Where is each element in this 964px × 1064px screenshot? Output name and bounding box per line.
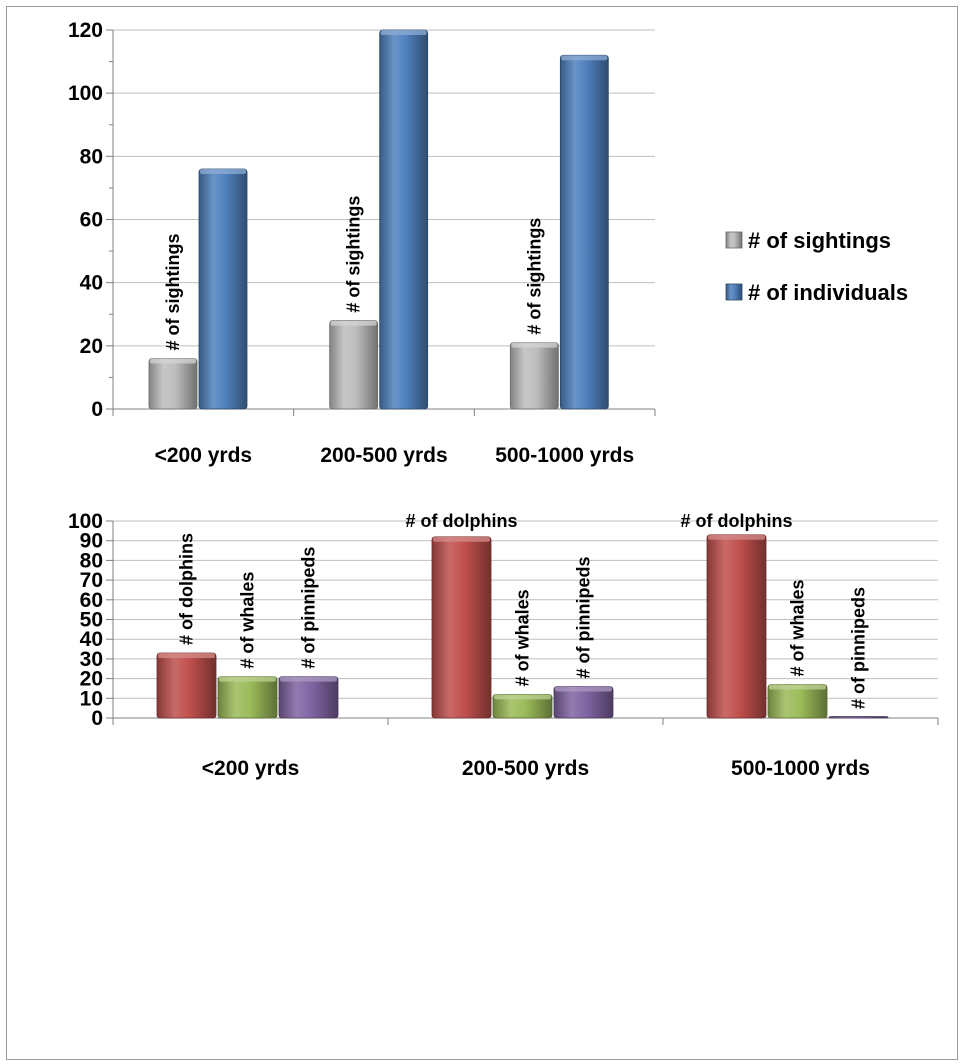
y-tick-label: 10 — [80, 687, 103, 710]
bar — [509, 342, 559, 410]
y-tick-label: 100 — [68, 82, 103, 105]
y-tick-label: 80 — [80, 145, 103, 168]
y-tick-label: 50 — [80, 609, 103, 632]
bar — [198, 168, 248, 410]
bar — [217, 676, 278, 719]
legend-label: # of individuals — [748, 280, 908, 305]
bar — [431, 536, 492, 719]
bar-top-highlight — [330, 320, 377, 326]
bar-data-label: # of pinnipeds — [849, 587, 869, 709]
x-category-label: 200-500 yrds — [462, 757, 589, 780]
y-tick-label: 40 — [80, 628, 103, 651]
y-tick-label: 80 — [80, 549, 103, 572]
y-tick-label: 0 — [91, 707, 103, 730]
y-tick-label: 120 — [68, 19, 103, 42]
bar-data-label: # of dolphins — [681, 511, 793, 531]
bar-top-highlight — [150, 358, 196, 364]
y-tick-label: 0 — [91, 398, 103, 421]
x-category-label: <200 yrds — [202, 757, 300, 780]
bar-top-highlight — [494, 694, 551, 700]
y-tick-label: 20 — [80, 668, 103, 691]
legend-swatch — [725, 231, 743, 249]
y-tick-label: 60 — [80, 209, 103, 232]
bar-top-highlight — [280, 676, 337, 682]
bar-top-highlight — [200, 168, 246, 174]
bar — [156, 652, 217, 719]
y-tick-label: 40 — [80, 272, 103, 295]
bar-top-highlight — [555, 686, 612, 692]
x-category-label: 500-1000 yrds — [731, 757, 870, 780]
bar-data-label: # of sightings — [163, 233, 183, 350]
y-tick-label: 90 — [80, 530, 103, 553]
bar-top-highlight — [380, 30, 427, 35]
bar — [706, 534, 767, 719]
bar — [828, 716, 889, 719]
bar-top-highlight — [708, 534, 765, 540]
y-tick-label: 60 — [80, 589, 103, 612]
bar — [278, 676, 339, 719]
bar-data-label: # of whales — [788, 579, 808, 676]
bar — [329, 320, 379, 410]
y-tick-label: 70 — [80, 569, 103, 592]
y-tick-label: 20 — [80, 335, 103, 358]
y-tick-label: 100 — [68, 510, 103, 533]
legend-label: # of sightings — [748, 228, 891, 253]
chart-frame — [6, 6, 958, 1060]
bar-top-highlight — [219, 676, 276, 682]
x-category-label: 200-500 yrds — [320, 444, 447, 467]
legend-swatch — [725, 283, 743, 301]
bar-top-highlight — [769, 684, 826, 690]
x-category-label: 500-1000 yrds — [495, 444, 634, 467]
bar-data-label: # of whales — [238, 572, 258, 669]
bar-top-highlight — [158, 652, 215, 658]
bar-top-highlight — [433, 536, 490, 542]
bar — [379, 29, 429, 410]
bar-data-label: # of sightings — [344, 196, 364, 313]
bar-data-label: # of pinnipeds — [574, 556, 594, 678]
bar-data-label: # of pinnipeds — [299, 547, 319, 669]
bar — [559, 54, 609, 410]
bar — [148, 358, 198, 410]
bar-top-highlight — [511, 342, 558, 348]
bar-data-label: # of dolphins — [177, 533, 197, 645]
bar-chart-1: 0 20 40 60 80 100 120 <200 yrds 200-500 yrds 500-… — [68, 19, 908, 467]
legend: # of sightings # of individuals — [725, 228, 908, 305]
bar-data-label: # of dolphins — [406, 511, 518, 531]
bar-data-label: # of sightings — [524, 218, 544, 335]
bar — [767, 684, 828, 719]
bar-top-highlight — [561, 55, 608, 61]
bar-data-label: # of whales — [513, 589, 533, 686]
y-tick-label: 30 — [80, 648, 103, 671]
x-category-label: <200 yrds — [155, 444, 253, 467]
